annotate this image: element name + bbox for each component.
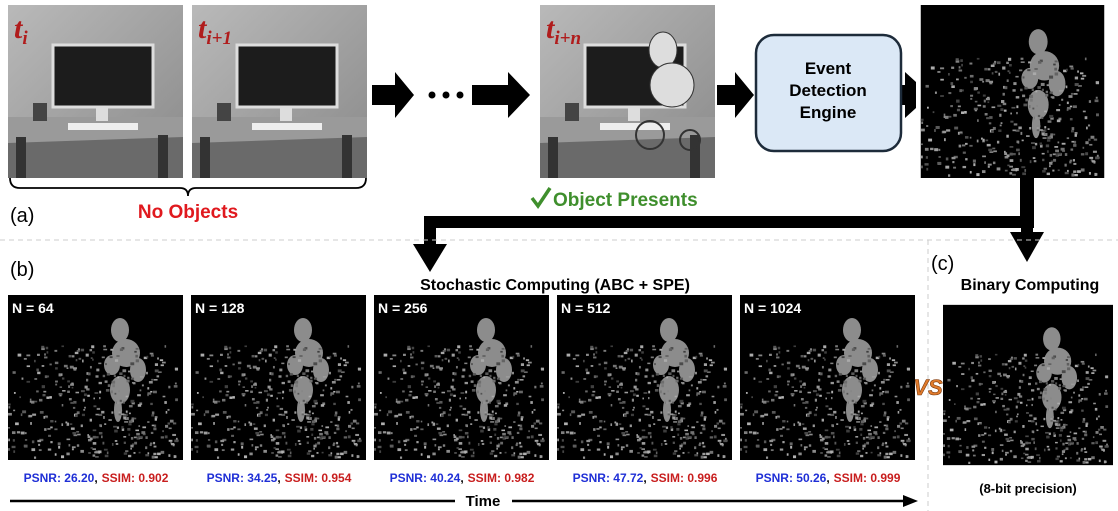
binary-title: Binary Computing (961, 277, 1100, 294)
psnr: PSNR: 34.25 (207, 471, 278, 485)
ssim: SSIM: 0.982 (468, 471, 535, 485)
ssim: SSIM: 0.996 (651, 471, 718, 485)
brace (10, 178, 366, 196)
panel-label: (b) (10, 259, 34, 281)
separator: , (643, 471, 646, 485)
psnr: PSNR: 50.26 (756, 471, 827, 485)
stochastic-event-map (740, 295, 915, 460)
engine-text: Event (805, 59, 852, 78)
ssim: SSIM: 0.902 (102, 471, 169, 485)
n-label: N = 512 (561, 300, 611, 316)
psnr: PSNR: 26.20 (24, 471, 95, 485)
binary-note: (8-bit precision) (979, 481, 1077, 496)
checkmark (532, 188, 550, 206)
separator: , (94, 471, 97, 485)
panel-label: (c) (931, 253, 954, 275)
stochastic-event-map (557, 295, 732, 460)
frame-sub: i+n (554, 28, 581, 49)
separator: , (826, 471, 829, 485)
ssim: SSIM: 0.999 (834, 471, 901, 485)
n-label: N = 1024 (744, 300, 801, 316)
metrics: PSNR: 50.26, SSIM: 0.999 (756, 471, 901, 485)
n-label: N = 256 (378, 300, 428, 316)
n-label: N = 128 (195, 300, 245, 316)
binary-event-map (943, 305, 1113, 465)
stochastic-panels: N = 64 PSNR: 26.20, SSIM: 0.902 N = 128 PSNR… (8, 295, 915, 485)
stochastic-title: Stochastic Computing (ABC + SPE) (420, 277, 690, 294)
psnr: PSNR: 47.72 (573, 471, 644, 485)
ssim: SSIM: 0.954 (285, 471, 352, 485)
separator: , (460, 471, 463, 485)
vs-mark: VS (913, 375, 943, 400)
time-label: Time (466, 493, 501, 510)
no-objects: No Objects (138, 202, 238, 223)
event-map (921, 5, 1104, 178)
stochastic-event-map (191, 295, 366, 460)
frame-sub: i+1 (206, 28, 232, 49)
psnr: PSNR: 40.24 (390, 471, 461, 485)
figure: ti ti+1 ti+n Event Detection Engine No O… (0, 0, 1118, 511)
frame-images (8, 5, 715, 178)
engine-text: Detection (789, 81, 866, 100)
time-arrowhead (903, 495, 918, 507)
metrics: PSNR: 47.72, SSIM: 0.996 (573, 471, 718, 485)
stochastic-event-map (374, 295, 549, 460)
frame-photo (8, 5, 183, 178)
metrics: PSNR: 40.24, SSIM: 0.982 (390, 471, 535, 485)
frame-sub: i (22, 28, 28, 49)
stochastic-event-map (8, 295, 183, 460)
engine-text: Engine (800, 103, 857, 122)
metrics: PSNR: 34.25, SSIM: 0.954 (207, 471, 352, 485)
separator: , (277, 471, 280, 485)
object-presents: Object Presents (553, 190, 698, 211)
metrics: PSNR: 26.20, SSIM: 0.902 (24, 471, 169, 485)
panel-label: (a) (10, 205, 34, 227)
n-label: N = 64 (12, 300, 54, 316)
